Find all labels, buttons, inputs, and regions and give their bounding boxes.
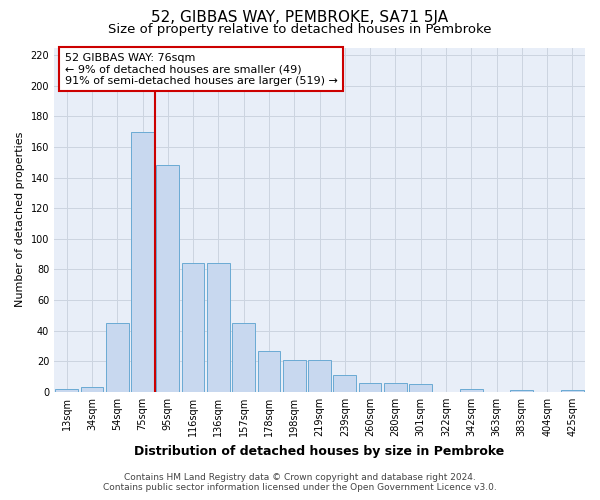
Bar bbox=[283, 360, 305, 392]
Bar bbox=[511, 390, 533, 392]
Bar bbox=[182, 264, 205, 392]
Bar bbox=[308, 360, 331, 392]
Text: 52 GIBBAS WAY: 76sqm
← 9% of detached houses are smaller (49)
91% of semi-detach: 52 GIBBAS WAY: 76sqm ← 9% of detached ho… bbox=[65, 52, 338, 86]
Text: Contains HM Land Registry data © Crown copyright and database right 2024.
Contai: Contains HM Land Registry data © Crown c… bbox=[103, 473, 497, 492]
Bar bbox=[334, 375, 356, 392]
Bar bbox=[106, 323, 128, 392]
Bar bbox=[80, 388, 103, 392]
Bar bbox=[232, 323, 255, 392]
Bar bbox=[131, 132, 154, 392]
Bar bbox=[207, 264, 230, 392]
Bar bbox=[409, 384, 432, 392]
Bar bbox=[55, 389, 78, 392]
Y-axis label: Number of detached properties: Number of detached properties bbox=[15, 132, 25, 308]
Text: Size of property relative to detached houses in Pembroke: Size of property relative to detached ho… bbox=[108, 22, 492, 36]
Bar bbox=[257, 350, 280, 392]
Bar bbox=[157, 166, 179, 392]
X-axis label: Distribution of detached houses by size in Pembroke: Distribution of detached houses by size … bbox=[134, 444, 505, 458]
Text: 52, GIBBAS WAY, PEMBROKE, SA71 5JA: 52, GIBBAS WAY, PEMBROKE, SA71 5JA bbox=[151, 10, 449, 25]
Bar bbox=[359, 382, 382, 392]
Bar bbox=[384, 382, 407, 392]
Bar bbox=[561, 390, 584, 392]
Bar bbox=[460, 389, 482, 392]
